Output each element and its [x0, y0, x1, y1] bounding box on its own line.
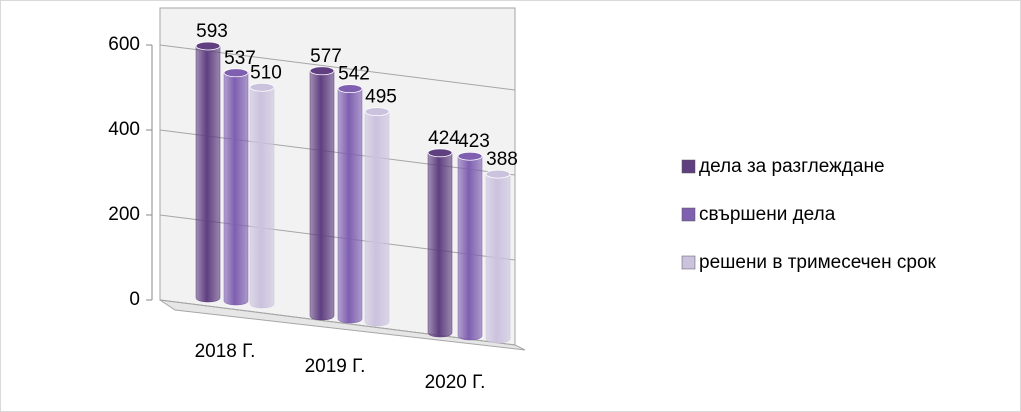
- bar: [249, 87, 275, 309]
- legend-label: свършени дела: [699, 204, 836, 225]
- bar-top: [364, 107, 390, 117]
- legend-swatch: [681, 255, 696, 270]
- y-tick-label: 0: [129, 289, 140, 310]
- value-label: 495: [365, 87, 397, 108]
- value-label: 423: [458, 131, 490, 152]
- bar-top: [195, 41, 221, 51]
- bar-top: [223, 68, 249, 78]
- legend-swatch: [681, 159, 696, 174]
- x-tick-label: 2020 Г.: [425, 372, 486, 393]
- bar-top: [309, 66, 335, 76]
- bar: [195, 45, 221, 303]
- value-label: 510: [250, 62, 282, 83]
- y-tick-label: 200: [108, 204, 140, 225]
- value-label: 537: [224, 48, 256, 69]
- x-tick-label: 2018 Г.: [195, 341, 256, 362]
- bar-top: [457, 151, 483, 161]
- value-label: 577: [310, 46, 342, 67]
- value-label: 593: [196, 21, 228, 42]
- legend-label: дела за разглеждане: [699, 156, 885, 177]
- bar-top: [485, 169, 511, 179]
- value-label: 388: [486, 149, 518, 170]
- bar: [223, 72, 249, 306]
- legend-swatch: [681, 207, 696, 222]
- value-label: 424: [428, 128, 460, 149]
- grid-line: [159, 299, 516, 346]
- bar: [309, 70, 335, 321]
- y-tick-label: 600: [108, 34, 140, 55]
- bar: [457, 155, 483, 341]
- legend-label: решени в тримесечен срок: [699, 252, 937, 273]
- bar: [364, 111, 390, 327]
- bar-top: [427, 148, 453, 158]
- bar: [427, 152, 453, 338]
- bar-top: [337, 84, 363, 94]
- x-tick-label: 2019 Г.: [305, 356, 366, 377]
- bar-top: [249, 82, 275, 92]
- bar: [485, 173, 511, 344]
- y-tick-label: 400: [108, 119, 140, 140]
- bar: [337, 88, 363, 324]
- value-label: 542: [338, 64, 370, 85]
